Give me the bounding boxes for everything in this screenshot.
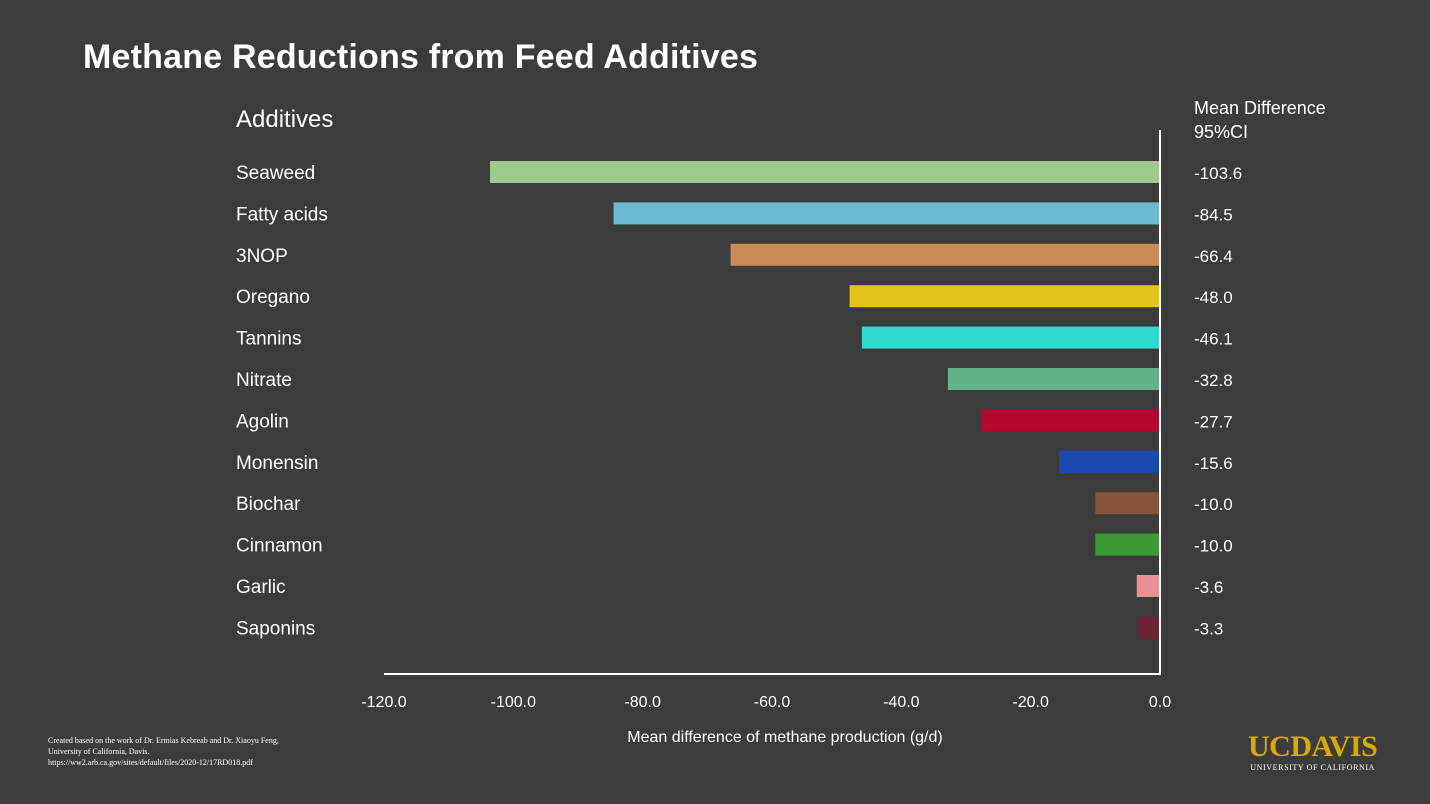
value-label-oregano: -48.0 [1194, 288, 1233, 307]
bar-tannins [861, 326, 1160, 349]
ucdavis-logo: UCDAVIS UNIVERSITY OF CALIFORNIA [1248, 730, 1378, 773]
bar-biochar [1095, 492, 1160, 515]
value-header-line-2: 95%CI [1194, 122, 1249, 142]
x-tick-label: 0.0 [1149, 694, 1171, 711]
value-label-garlic: -3.6 [1194, 578, 1223, 597]
category-label-seaweed: Seaweed [236, 163, 315, 184]
logo-subtitle: UNIVERSITY OF CALIFORNIA [1250, 763, 1376, 772]
source-credit: Created based on the work of Dr. Ermias … [48, 735, 279, 768]
value-header-line-1: Mean Difference [1194, 98, 1326, 118]
value-label-monensin: -15.6 [1194, 454, 1233, 473]
category-label-3nop: 3NOP [236, 246, 288, 267]
x-tick-label: -120.0 [361, 694, 406, 711]
credit-line-3: https://ww2.arb.ca.gov/sites/default/fil… [48, 758, 253, 767]
credit-line-2: University of California, Davis. [48, 747, 150, 756]
bar-monensin [1059, 450, 1160, 473]
value-label-nitrate: -32.8 [1194, 371, 1233, 390]
bar-seaweed [490, 161, 1160, 183]
category-label-fatty-acids: Fatty acids [236, 204, 328, 225]
logo-wordmark: UCDAVIS [1248, 730, 1378, 763]
x-tick-label: -40.0 [883, 694, 920, 711]
chart-title: Methane Reductions from Feed Additives [83, 38, 759, 76]
category-label-biochar: Biochar [236, 494, 301, 515]
bar-nitrate [947, 368, 1160, 390]
bar-3nop [730, 243, 1160, 266]
category-label-monensin: Monensin [236, 453, 318, 474]
value-label-cinnamon: -10.0 [1194, 537, 1233, 556]
x-tick-label: -60.0 [754, 694, 791, 711]
category-label-agolin: Agolin [236, 411, 289, 432]
category-header: Additives [236, 106, 334, 133]
x-axis-label: Mean difference of methane production (g… [627, 729, 942, 746]
category-label-cinnamon: Cinnamon [236, 536, 323, 557]
category-label-oregano: Oregano [236, 287, 310, 308]
category-label-saponins: Saponins [236, 618, 315, 639]
value-header: Mean Difference 95%CI [1194, 96, 1326, 144]
bar-agolin [980, 409, 1160, 432]
bar-cinnamon [1095, 533, 1160, 556]
bar-fatty-acids [613, 202, 1160, 225]
category-label-garlic: Garlic [236, 577, 286, 598]
bar-oregano [849, 285, 1160, 308]
value-label-tannins: -46.1 [1194, 330, 1233, 349]
value-label-3nop: -66.4 [1194, 247, 1233, 266]
value-label-agolin: -27.7 [1194, 412, 1233, 431]
value-label-seaweed: -103.6 [1194, 164, 1242, 183]
value-label-saponins: -3.3 [1194, 619, 1223, 638]
bar-garlic [1136, 575, 1160, 597]
category-label-tannins: Tannins [236, 329, 302, 350]
x-tick-label: -100.0 [491, 694, 536, 711]
value-label-fatty-acids: -84.5 [1194, 205, 1233, 224]
category-label-nitrate: Nitrate [236, 370, 292, 391]
value-label-biochar: -10.0 [1194, 495, 1233, 514]
bar-saponins [1138, 616, 1160, 639]
x-tick-label: -20.0 [1012, 694, 1049, 711]
credit-line-1: Created based on the work of Dr. Ermias … [48, 736, 279, 745]
x-tick-label: -80.0 [624, 694, 661, 711]
